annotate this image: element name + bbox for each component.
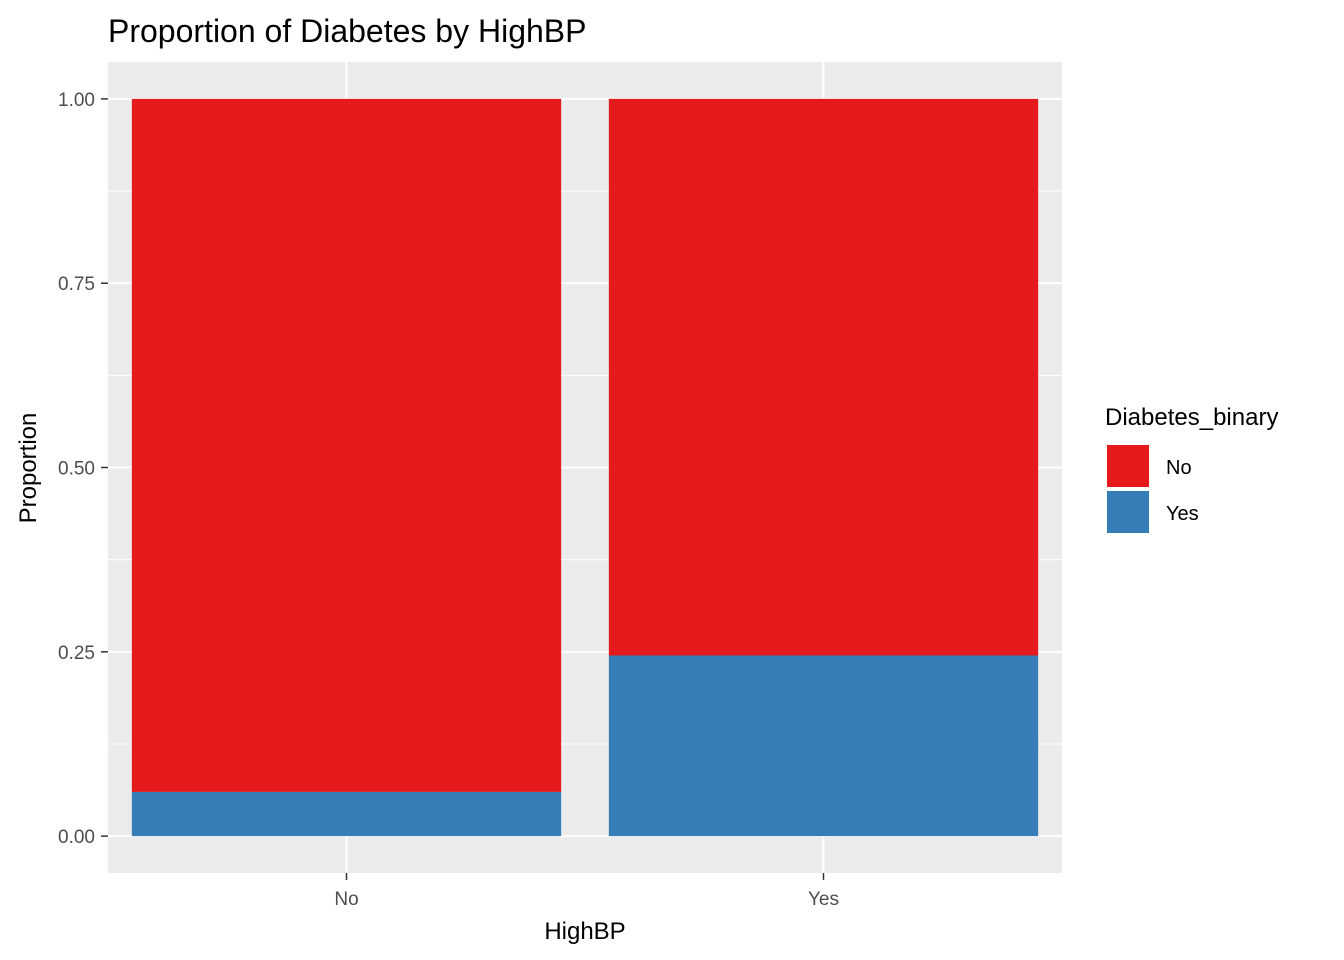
bar-no-no	[131, 98, 562, 792]
x-axis: No Yes	[334, 873, 839, 910]
y-axis-title: Proportion	[15, 413, 42, 524]
y-tick-label: 1.00	[58, 90, 95, 111]
bar-yes-yes	[608, 655, 1039, 837]
y-axis: 0.00 0.25 0.50 0.75 1.00	[58, 90, 108, 848]
bars	[131, 98, 1039, 837]
x-tick-label: No	[334, 889, 358, 910]
y-tick-label: 0.00	[58, 827, 95, 848]
legend-label-no: No	[1166, 457, 1192, 479]
y-tick-label: 0.25	[58, 643, 95, 664]
x-tick-label: Yes	[808, 889, 839, 910]
legend: Diabetes_binary No Yes	[1105, 404, 1278, 535]
legend-key-yes	[1105, 489, 1151, 535]
legend-title: Diabetes_binary	[1105, 404, 1278, 431]
y-tick-label: 0.50	[58, 459, 95, 480]
chart-title: Proportion of Diabetes by HighBP	[108, 13, 586, 49]
bar-yes-no	[608, 98, 1039, 656]
y-tick-label: 0.75	[58, 274, 95, 295]
x-axis-title: HighBP	[544, 918, 625, 945]
legend-label-yes: Yes	[1166, 503, 1199, 525]
legend-key-no	[1105, 443, 1151, 489]
bar-no-yes	[131, 791, 562, 837]
